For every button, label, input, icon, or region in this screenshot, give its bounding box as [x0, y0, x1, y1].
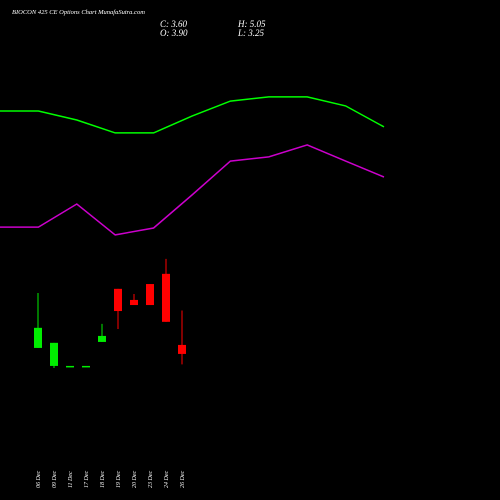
candle-body [130, 299, 138, 306]
x-tick-label: 24 Dec [163, 471, 170, 488]
candle-body [114, 288, 122, 312]
high-info: H: 5.05 [237, 19, 266, 29]
candle-body [98, 335, 106, 342]
indicator-line [0, 144, 385, 236]
candle-body [82, 365, 90, 368]
x-tick-label: 19 Dec [116, 471, 122, 488]
low-info: L: 3.25 [237, 28, 265, 38]
x-tick-label: 09 Dec [52, 471, 58, 488]
indicator-line [0, 96, 385, 134]
x-tick-label: 18 Dec [100, 471, 106, 488]
x-tick-label: 17 Dec [84, 471, 90, 488]
close-info: C: 3.60 [160, 19, 188, 29]
x-tick-label: 06 Dec [36, 471, 42, 488]
candle-body [66, 365, 74, 368]
x-tick-label: 11 Dec [68, 471, 74, 488]
x-tick-label: 26 Dec [180, 471, 186, 488]
candle-body [162, 273, 170, 322]
x-tick-label: 23 Dec [148, 471, 154, 488]
x-tick-label: 20 Dec [132, 471, 138, 488]
chart-title: BIOCON 425 CE Options Chart MunafaSutra.… [12, 9, 145, 16]
open-info: O: 3.90 [160, 28, 188, 38]
candle-body [34, 327, 42, 348]
candle-body [146, 284, 154, 306]
candle-body [50, 342, 58, 366]
candle-body [178, 344, 186, 354]
